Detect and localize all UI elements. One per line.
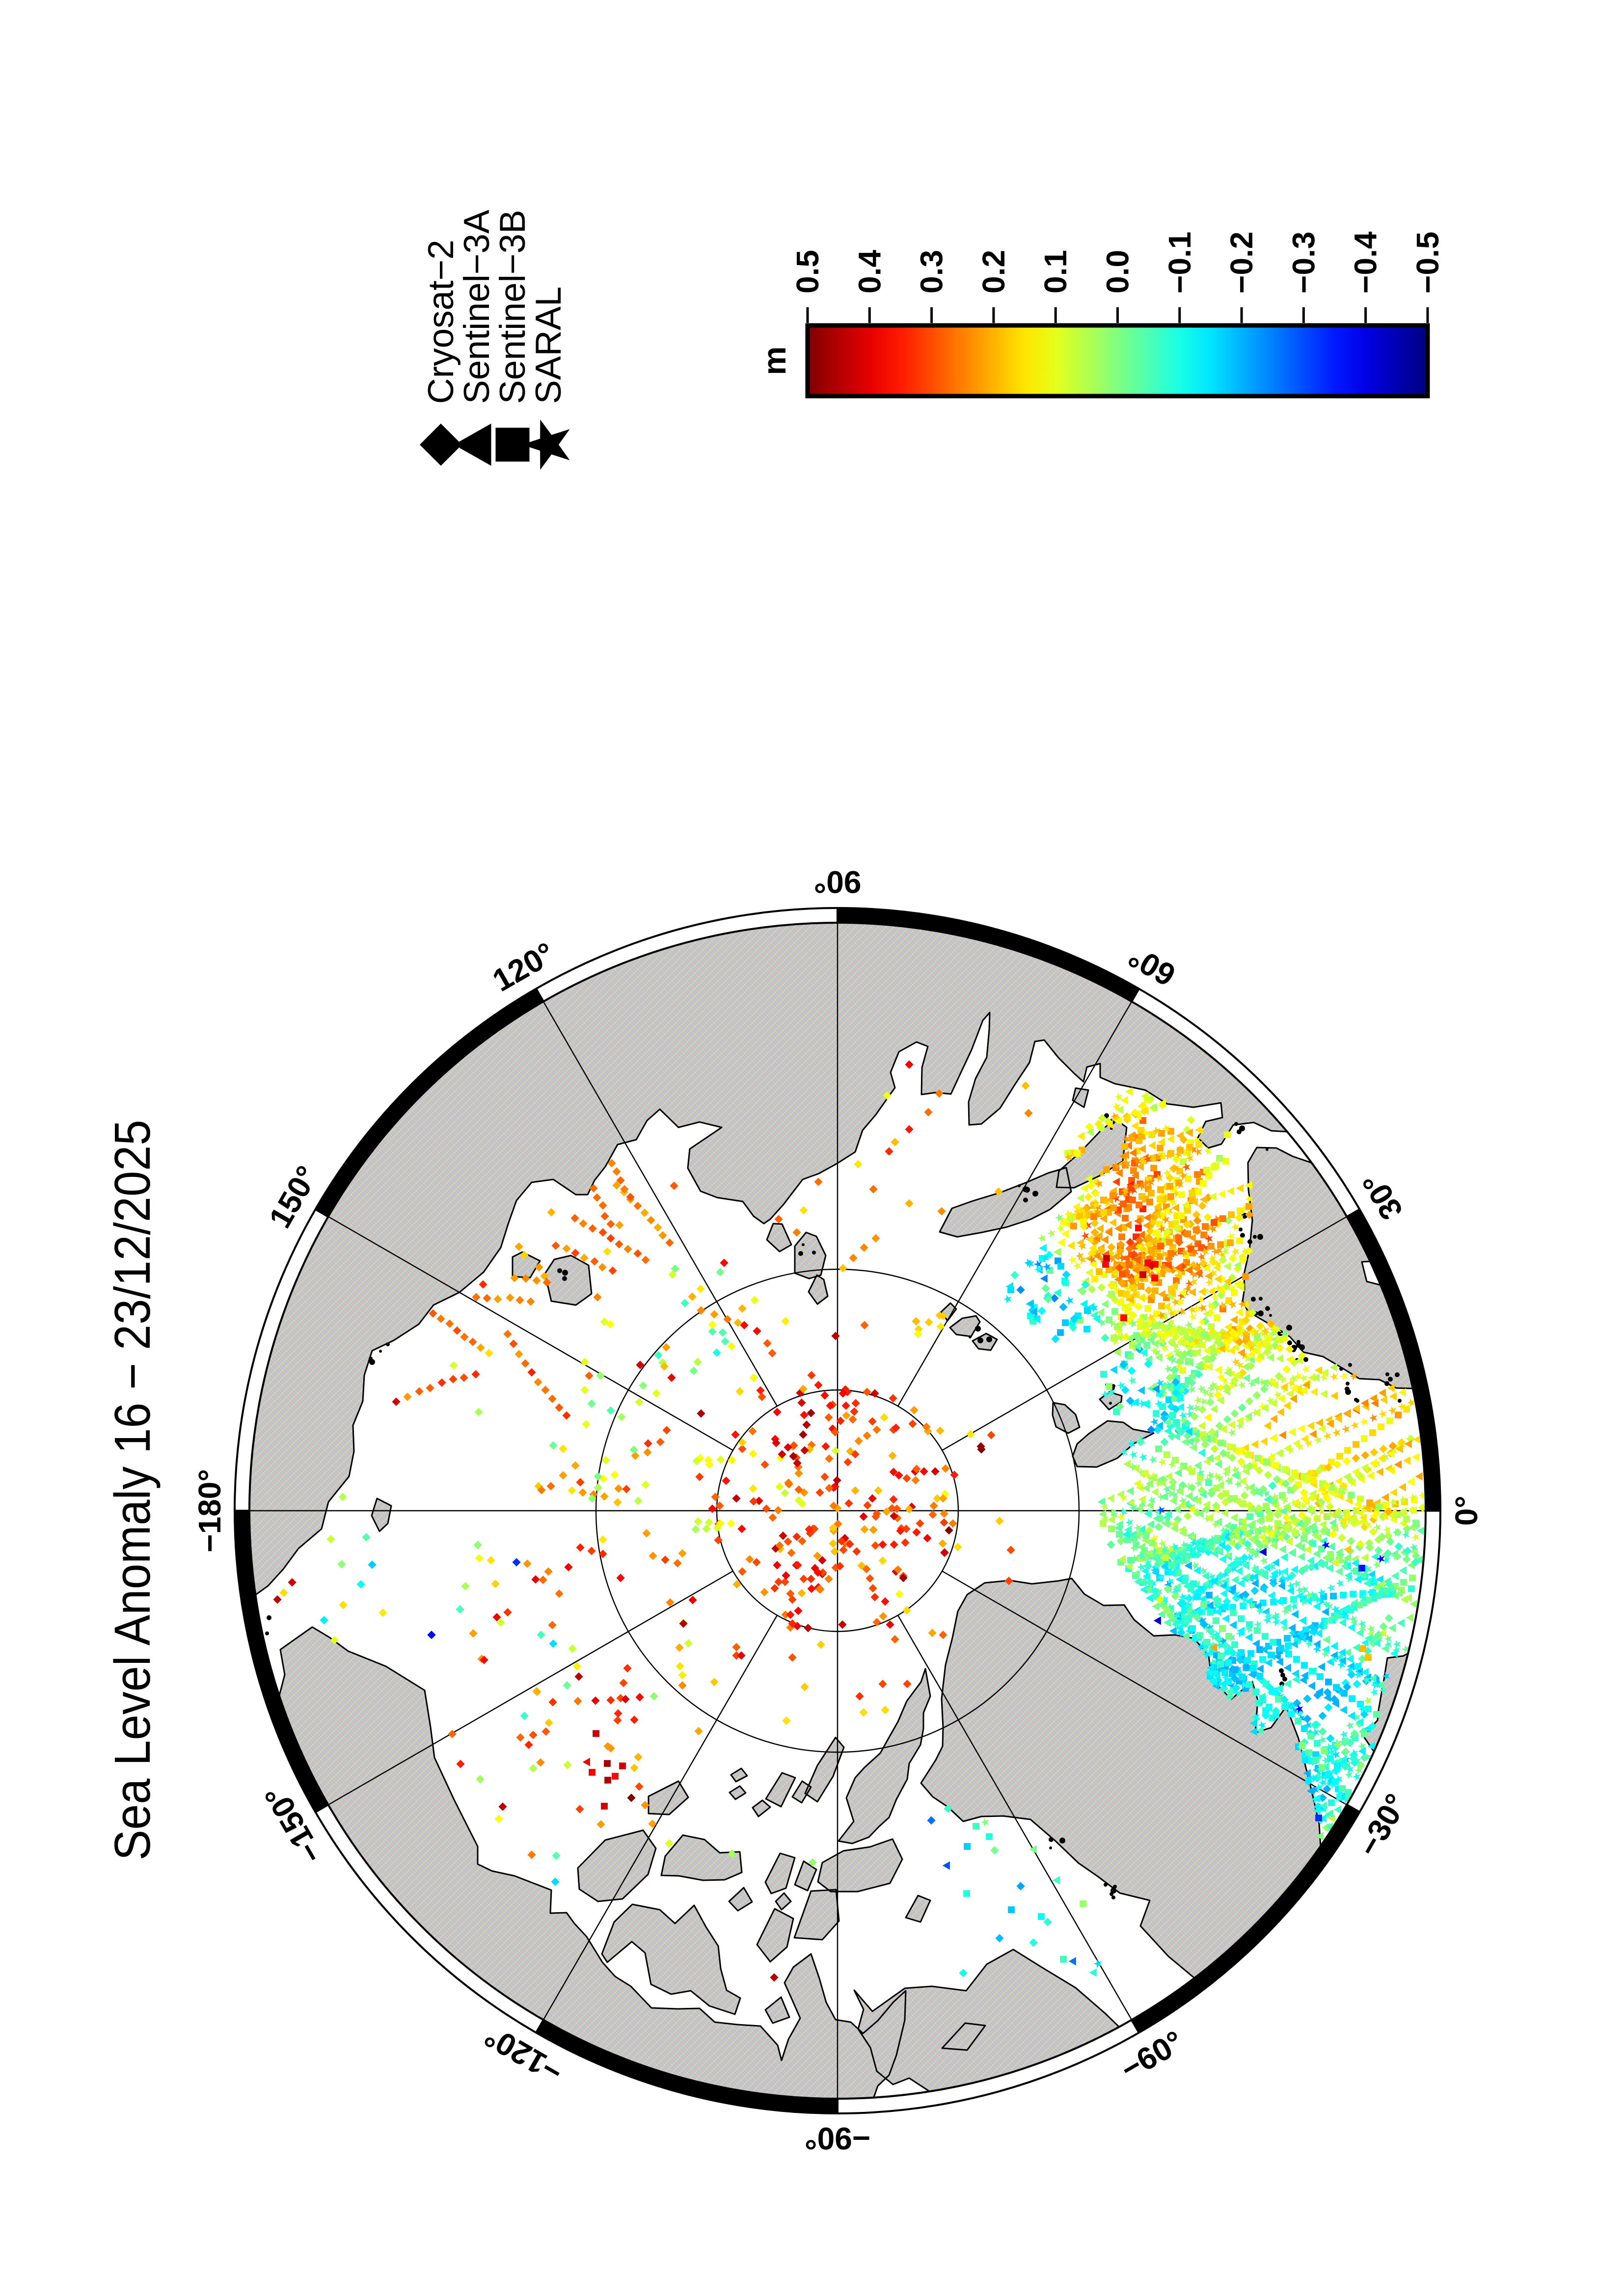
svg-text:Sentinel−3B: Sentinel−3B bbox=[493, 210, 533, 404]
svg-text:m: m bbox=[756, 347, 792, 375]
svg-text:0.5: 0.5 bbox=[790, 250, 825, 294]
svg-text:−0.4: −0.4 bbox=[1348, 231, 1383, 294]
svg-text:−0.5: −0.5 bbox=[1410, 232, 1445, 294]
svg-text:−0.3: −0.3 bbox=[1286, 232, 1321, 294]
svg-text:−180°: −180° bbox=[192, 1469, 227, 1552]
svg-text:0.1: 0.1 bbox=[1038, 250, 1073, 294]
svg-text:SARAL: SARAL bbox=[529, 287, 568, 404]
svg-text:Sea Level Anomaly 16 − 23/12/2: Sea Level Anomaly 16 − 23/12/2025 bbox=[104, 1120, 161, 1861]
svg-text:0.0: 0.0 bbox=[1100, 250, 1136, 294]
svg-text:0.3: 0.3 bbox=[914, 250, 949, 294]
svg-text:Sentinel−3A: Sentinel−3A bbox=[457, 210, 497, 404]
svg-text:90°: 90° bbox=[814, 864, 862, 900]
svg-text:0°: 0° bbox=[1449, 1495, 1484, 1525]
svg-text:−0.1: −0.1 bbox=[1162, 232, 1197, 294]
svg-text:−0.2: −0.2 bbox=[1224, 232, 1259, 294]
svg-text:0.2: 0.2 bbox=[976, 250, 1011, 294]
svg-text:0.4: 0.4 bbox=[852, 250, 887, 294]
svg-text:−90°: −90° bbox=[805, 2121, 870, 2156]
svg-text:Cryosat−2: Cryosat−2 bbox=[421, 240, 461, 404]
